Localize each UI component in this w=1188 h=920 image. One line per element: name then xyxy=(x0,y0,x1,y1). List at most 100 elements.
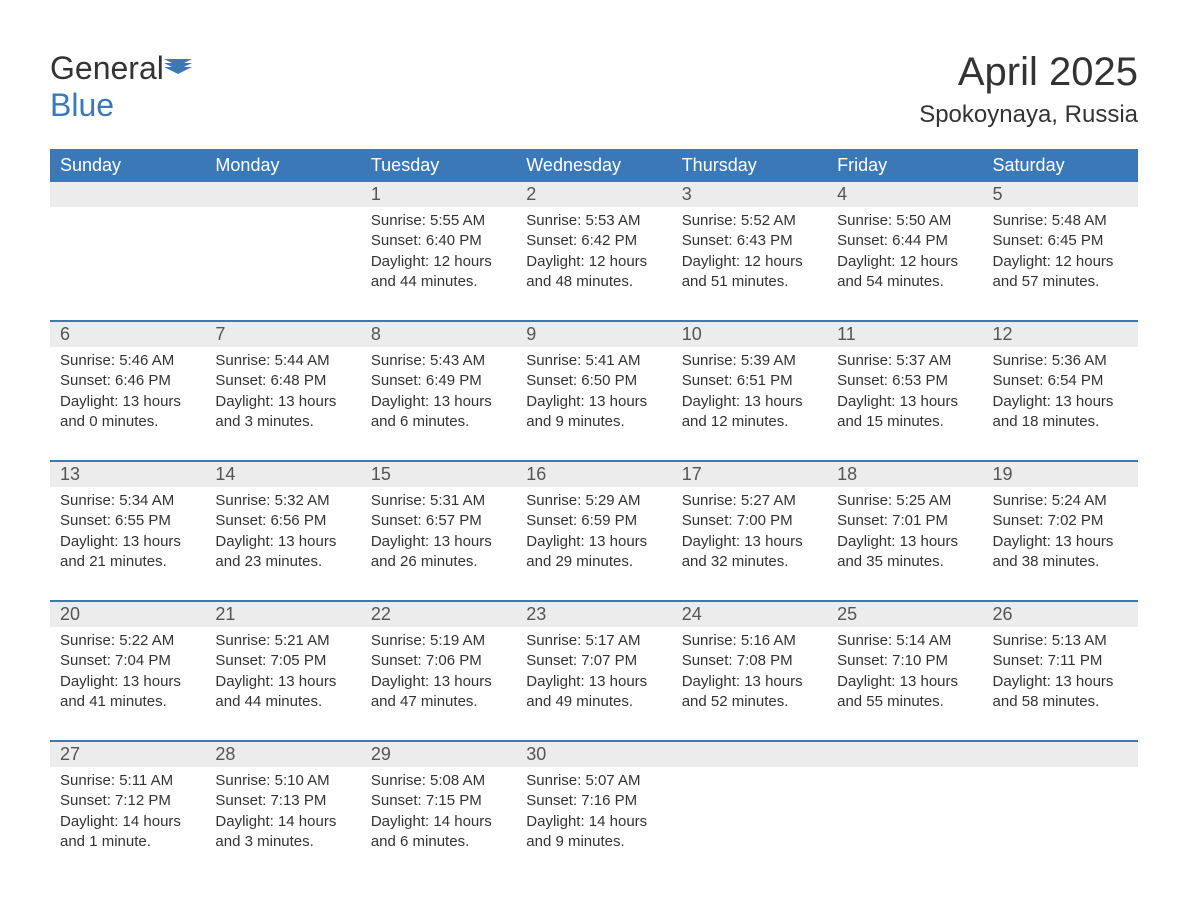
sunrise-text: Sunrise: 5:10 AM xyxy=(215,771,350,791)
daylight-text-2: and 58 minutes. xyxy=(993,692,1128,712)
daylight-text-1: Daylight: 13 hours xyxy=(215,392,350,412)
daylight-text-2: and 49 minutes. xyxy=(526,692,661,712)
daylight-text-1: Daylight: 13 hours xyxy=(993,532,1128,552)
daylight-text-1: Daylight: 13 hours xyxy=(215,532,350,552)
daylight-text-2: and 12 minutes. xyxy=(682,412,817,432)
sunset-text: Sunset: 7:05 PM xyxy=(215,651,350,671)
day-detail-cell: Sunrise: 5:32 AMSunset: 6:56 PMDaylight:… xyxy=(205,487,360,601)
sunset-text: Sunset: 7:16 PM xyxy=(526,791,661,811)
daylight-text-2: and 6 minutes. xyxy=(371,412,506,432)
logo: General Blue xyxy=(50,50,192,124)
sunset-text: Sunset: 7:00 PM xyxy=(682,511,817,531)
sunset-text: Sunset: 7:02 PM xyxy=(993,511,1128,531)
sunrise-text: Sunrise: 5:17 AM xyxy=(526,631,661,651)
sunset-text: Sunset: 6:56 PM xyxy=(215,511,350,531)
day-number-cell: 14 xyxy=(205,462,360,487)
sunset-text: Sunset: 6:49 PM xyxy=(371,371,506,391)
daylight-text-2: and 3 minutes. xyxy=(215,832,350,852)
day-number-cell: 1 xyxy=(361,182,516,207)
detail-row: Sunrise: 5:11 AMSunset: 7:12 PMDaylight:… xyxy=(50,767,1138,880)
day-detail-cell: Sunrise: 5:17 AMSunset: 7:07 PMDaylight:… xyxy=(516,627,671,741)
day-detail-cell: Sunrise: 5:25 AMSunset: 7:01 PMDaylight:… xyxy=(827,487,982,601)
day-number-cell: 7 xyxy=(205,322,360,347)
sunrise-text: Sunrise: 5:53 AM xyxy=(526,211,661,231)
sunrise-text: Sunrise: 5:44 AM xyxy=(215,351,350,371)
sunrise-text: Sunrise: 5:08 AM xyxy=(371,771,506,791)
day-detail-cell: Sunrise: 5:13 AMSunset: 7:11 PMDaylight:… xyxy=(983,627,1138,741)
sunset-text: Sunset: 6:40 PM xyxy=(371,231,506,251)
day-number-cell: 5 xyxy=(983,182,1138,207)
flag-icon xyxy=(164,50,192,70)
daylight-text-1: Daylight: 13 hours xyxy=(837,392,972,412)
daylight-text-1: Daylight: 13 hours xyxy=(682,532,817,552)
daynum-row: 20212223242526 xyxy=(50,602,1138,627)
day-number-cell: 11 xyxy=(827,322,982,347)
sunset-text: Sunset: 6:43 PM xyxy=(682,231,817,251)
sunset-text: Sunset: 7:01 PM xyxy=(837,511,972,531)
day-number-cell: 25 xyxy=(827,602,982,627)
day-number-cell: 29 xyxy=(361,742,516,767)
sunrise-text: Sunrise: 5:39 AM xyxy=(682,351,817,371)
sunrise-text: Sunrise: 5:25 AM xyxy=(837,491,972,511)
daylight-text-1: Daylight: 13 hours xyxy=(60,532,195,552)
daylight-text-1: Daylight: 13 hours xyxy=(371,532,506,552)
sunrise-text: Sunrise: 5:37 AM xyxy=(837,351,972,371)
sunset-text: Sunset: 6:48 PM xyxy=(215,371,350,391)
day-number-cell: 2 xyxy=(516,182,671,207)
daylight-text-2: and 26 minutes. xyxy=(371,552,506,572)
sunrise-text: Sunrise: 5:22 AM xyxy=(60,631,195,651)
sunset-text: Sunset: 6:59 PM xyxy=(526,511,661,531)
day-number-cell: 24 xyxy=(672,602,827,627)
daylight-text-1: Daylight: 14 hours xyxy=(60,812,195,832)
daylight-text-2: and 6 minutes. xyxy=(371,832,506,852)
daylight-text-1: Daylight: 13 hours xyxy=(837,532,972,552)
day-detail-cell: Sunrise: 5:39 AMSunset: 6:51 PMDaylight:… xyxy=(672,347,827,461)
daylight-text-1: Daylight: 14 hours xyxy=(371,812,506,832)
daylight-text-1: Daylight: 12 hours xyxy=(837,252,972,272)
day-number-cell: 6 xyxy=(50,322,205,347)
daylight-text-1: Daylight: 13 hours xyxy=(371,392,506,412)
sunrise-text: Sunrise: 5:14 AM xyxy=(837,631,972,651)
daylight-text-2: and 38 minutes. xyxy=(993,552,1128,572)
sunrise-text: Sunrise: 5:50 AM xyxy=(837,211,972,231)
daylight-text-1: Daylight: 12 hours xyxy=(682,252,817,272)
sunrise-text: Sunrise: 5:48 AM xyxy=(993,211,1128,231)
daylight-text-2: and 0 minutes. xyxy=(60,412,195,432)
detail-row: Sunrise: 5:55 AMSunset: 6:40 PMDaylight:… xyxy=(50,207,1138,321)
day-number-cell xyxy=(50,182,205,207)
daylight-text-2: and 3 minutes. xyxy=(215,412,350,432)
daylight-text-2: and 57 minutes. xyxy=(993,272,1128,292)
day-detail-cell: Sunrise: 5:46 AMSunset: 6:46 PMDaylight:… xyxy=(50,347,205,461)
day-detail-cell: Sunrise: 5:11 AMSunset: 7:12 PMDaylight:… xyxy=(50,767,205,880)
daylight-text-2: and 51 minutes. xyxy=(682,272,817,292)
day-detail-cell: Sunrise: 5:27 AMSunset: 7:00 PMDaylight:… xyxy=(672,487,827,601)
daylight-text-1: Daylight: 13 hours xyxy=(371,672,506,692)
day-number-cell: 4 xyxy=(827,182,982,207)
daylight-text-2: and 48 minutes. xyxy=(526,272,661,292)
day-detail-cell: Sunrise: 5:43 AMSunset: 6:49 PMDaylight:… xyxy=(361,347,516,461)
sunset-text: Sunset: 6:44 PM xyxy=(837,231,972,251)
daynum-row: 6789101112 xyxy=(50,322,1138,347)
logo-text-general: General xyxy=(50,50,164,86)
daylight-text-1: Daylight: 13 hours xyxy=(682,672,817,692)
sunrise-text: Sunrise: 5:16 AM xyxy=(682,631,817,651)
sunset-text: Sunset: 6:51 PM xyxy=(682,371,817,391)
sunrise-text: Sunrise: 5:52 AM xyxy=(682,211,817,231)
day-number-cell: 21 xyxy=(205,602,360,627)
day-number-cell: 17 xyxy=(672,462,827,487)
daylight-text-1: Daylight: 12 hours xyxy=(526,252,661,272)
sunset-text: Sunset: 6:50 PM xyxy=(526,371,661,391)
month-title: April 2025 xyxy=(919,50,1138,95)
daylight-text-2: and 32 minutes. xyxy=(682,552,817,572)
daylight-text-2: and 18 minutes. xyxy=(993,412,1128,432)
sunrise-text: Sunrise: 5:43 AM xyxy=(371,351,506,371)
day-number-cell: 22 xyxy=(361,602,516,627)
daylight-text-2: and 35 minutes. xyxy=(837,552,972,572)
weekday-header: Monday xyxy=(205,149,360,182)
daylight-text-2: and 1 minute. xyxy=(60,832,195,852)
daylight-text-2: and 9 minutes. xyxy=(526,832,661,852)
day-detail-cell: Sunrise: 5:37 AMSunset: 6:53 PMDaylight:… xyxy=(827,347,982,461)
sunrise-text: Sunrise: 5:24 AM xyxy=(993,491,1128,511)
weekday-header: Friday xyxy=(827,149,982,182)
sunrise-text: Sunrise: 5:27 AM xyxy=(682,491,817,511)
